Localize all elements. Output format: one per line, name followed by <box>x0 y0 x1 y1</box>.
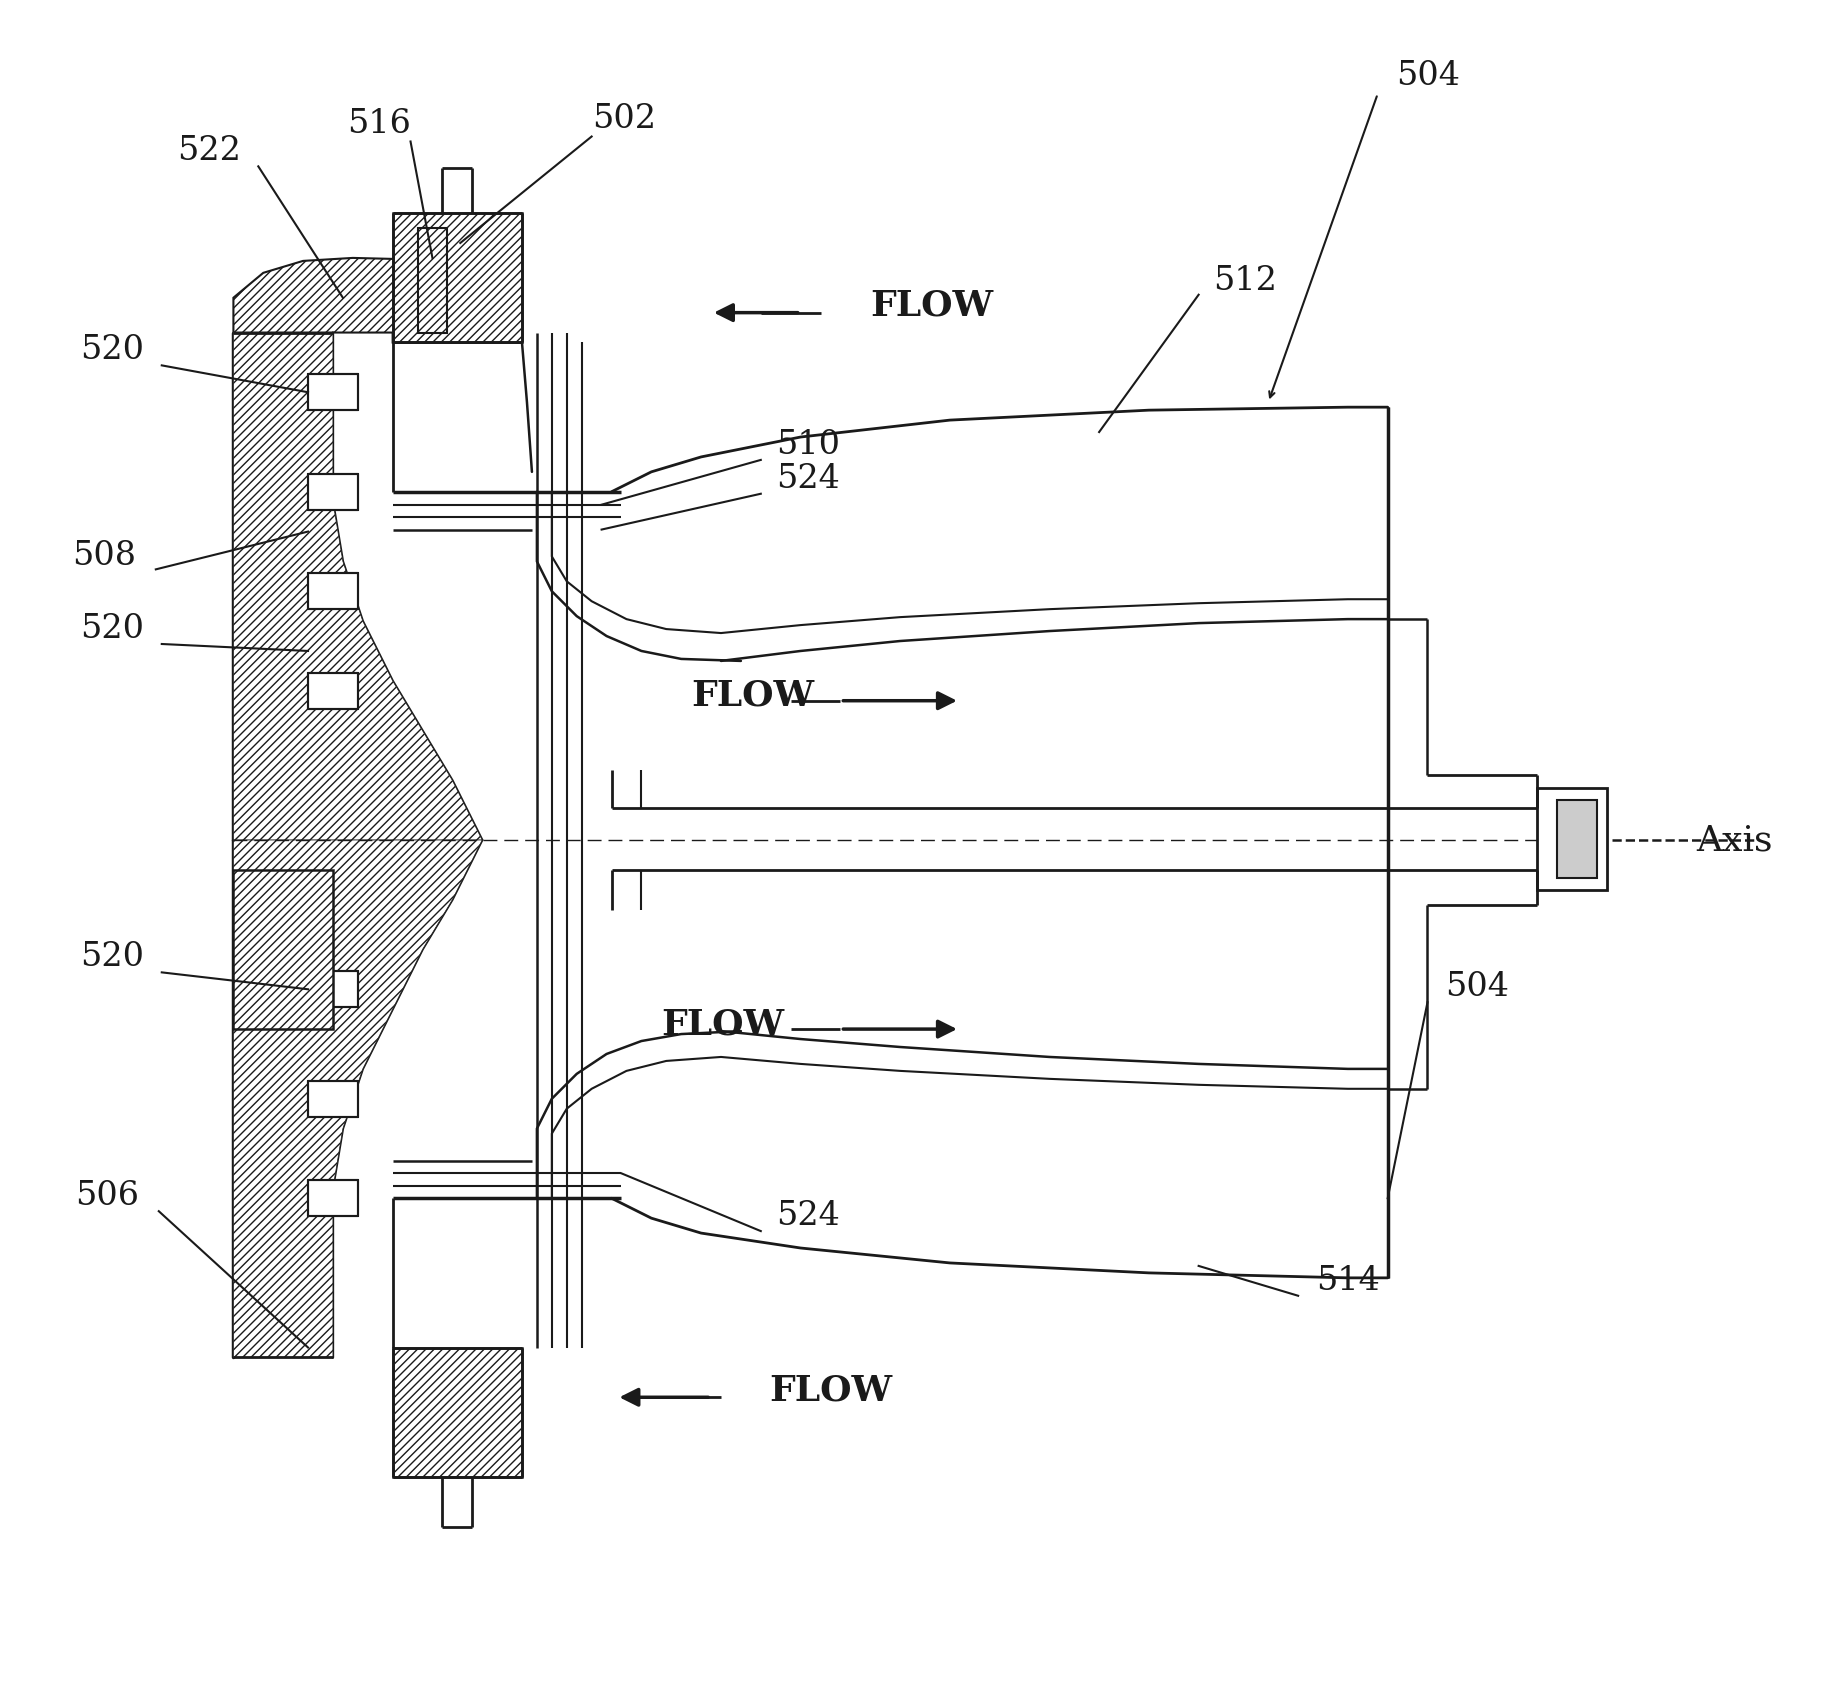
Text: FLOW: FLOW <box>871 289 993 323</box>
Polygon shape <box>1557 800 1596 878</box>
Text: 514: 514 <box>1315 1265 1380 1297</box>
Polygon shape <box>234 259 522 343</box>
Polygon shape <box>1537 788 1607 889</box>
Polygon shape <box>308 1081 358 1116</box>
Polygon shape <box>308 473 358 509</box>
Text: 520: 520 <box>79 942 144 974</box>
Text: 516: 516 <box>347 108 411 140</box>
Polygon shape <box>308 1180 358 1216</box>
Text: 522: 522 <box>177 135 242 167</box>
Text: 504: 504 <box>1445 971 1509 1003</box>
Text: 520: 520 <box>79 335 144 367</box>
Polygon shape <box>308 374 358 411</box>
Text: 512: 512 <box>1214 265 1277 298</box>
Polygon shape <box>234 869 332 1030</box>
Polygon shape <box>308 573 358 609</box>
Polygon shape <box>393 213 522 343</box>
Text: FLOW: FLOW <box>769 1373 891 1407</box>
Polygon shape <box>417 228 446 333</box>
Text: 504: 504 <box>1395 59 1459 91</box>
Text: FLOW: FLOW <box>692 678 814 712</box>
Text: 510: 510 <box>775 430 839 462</box>
Polygon shape <box>393 1348 522 1476</box>
Polygon shape <box>308 673 358 709</box>
Text: 508: 508 <box>72 541 137 573</box>
Text: 524: 524 <box>775 1201 839 1233</box>
Text: Axis: Axis <box>1696 824 1773 857</box>
Text: FLOW: FLOW <box>661 1008 784 1042</box>
Polygon shape <box>234 840 482 1358</box>
Text: 520: 520 <box>79 614 144 644</box>
Polygon shape <box>234 333 482 840</box>
Text: 502: 502 <box>592 103 655 135</box>
Polygon shape <box>308 971 358 1008</box>
Text: 506: 506 <box>76 1180 138 1212</box>
Text: 524: 524 <box>775 463 839 495</box>
